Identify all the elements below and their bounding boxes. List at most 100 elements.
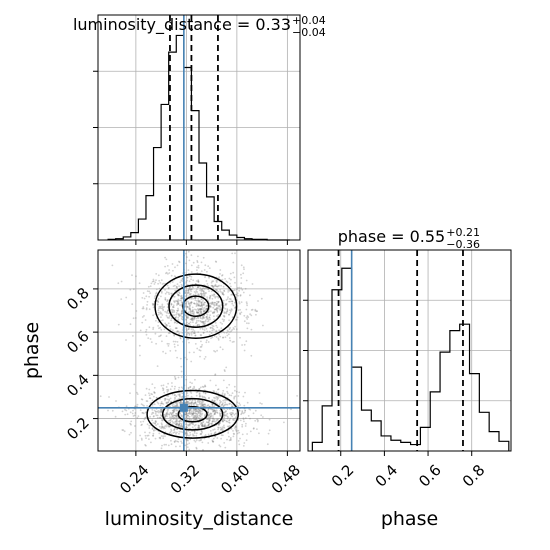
scatter-point [159,437,162,440]
scatter-point [170,274,173,277]
scatter-point [209,304,212,307]
scatter-point [211,423,214,426]
scatter-point [132,317,135,320]
scatter-point [212,403,214,406]
scatter-point [186,414,189,417]
scatter-point [197,424,200,427]
scatter-point [217,301,220,303]
scatter-point [134,425,136,427]
scatter-point [193,297,196,299]
scatter-point [216,310,219,312]
scatter-point [170,302,173,305]
scatter-point [179,395,181,398]
scatter-point [139,421,142,423]
luminosity-distance-title-upper: +0.04 [292,14,326,27]
scatter-point [256,418,258,421]
scatter-point [191,317,194,320]
scatter-point [241,423,244,426]
scatter-point [215,391,218,394]
scatter-point [233,433,236,435]
scatter-point [198,417,201,420]
scatter-point [152,306,155,309]
scatter-point [169,431,172,433]
scatter-point [171,385,174,388]
scatter-point [185,319,188,321]
scatter-point [218,284,221,287]
scatter-point [180,296,183,299]
scatter-point [174,405,176,407]
scatter-point [174,417,176,419]
scatter-point [194,408,197,411]
scatter-point [184,433,187,435]
scatter-point [141,321,144,324]
scatter-point [226,420,229,423]
scatter-point [241,344,244,346]
scatter-point [148,295,151,298]
phase-y-tick-label: 0.4 [63,370,93,400]
scatter-point [198,439,201,442]
scatter-point [186,401,189,404]
scatter-point [199,289,202,292]
scatter-point [165,335,168,337]
scatter-point [146,300,149,303]
scatter-point [209,302,212,305]
scatter-point [152,328,155,330]
scatter-point [200,317,202,320]
scatter-point [130,423,132,426]
scatter-point [211,326,214,329]
scatter-point [181,316,184,318]
scatter-point [150,393,153,395]
scatter-point [177,293,180,296]
scatter-point [186,434,189,437]
scatter-point [155,291,158,294]
scatter-point [222,336,225,339]
scatter-point [201,321,204,323]
scatter-point [173,275,176,277]
scatter-point [213,293,215,296]
scatter-point [245,301,248,303]
scatter-point [197,410,200,413]
scatter-point [217,428,220,431]
scatter-point [136,393,139,395]
scatter-point [169,405,171,408]
scatter-point [160,447,163,450]
scatter-point [188,293,191,296]
scatter-point [191,423,194,425]
scatter-point [178,261,181,264]
scatter-point [176,327,178,329]
scatter-point [181,415,184,418]
scatter-point [195,414,198,417]
scatter-point [185,413,187,416]
scatter-point [185,418,188,420]
scatter-point [220,428,223,431]
scatter-point [195,434,198,437]
scatter-point [207,404,210,406]
scatter-point [181,297,184,299]
scatter-point [193,330,196,332]
scatter-point [217,307,220,310]
scatter-point [186,305,189,308]
scatter-point [231,302,234,305]
scatter-point [238,302,241,305]
scatter-point [142,412,145,415]
scatter-point [195,394,198,397]
scatter-point [210,422,213,425]
scatter-point [180,365,183,368]
scatter-point [130,420,133,423]
scatter-point [190,310,193,313]
scatter-point [204,323,207,325]
scatter-point [218,304,221,307]
scatter-point [167,345,170,347]
scatter-point [165,272,167,275]
scatter-point [174,423,177,425]
scatter-point [178,423,181,426]
scatter-point [195,321,198,324]
scatter-point [247,415,250,417]
scatter-point [187,338,189,341]
scatter-point [209,430,212,432]
scatter-point [133,414,136,417]
scatter-point [201,402,203,405]
scatter-point [164,298,167,301]
scatter-point [188,418,191,420]
scatter-point [180,391,183,394]
